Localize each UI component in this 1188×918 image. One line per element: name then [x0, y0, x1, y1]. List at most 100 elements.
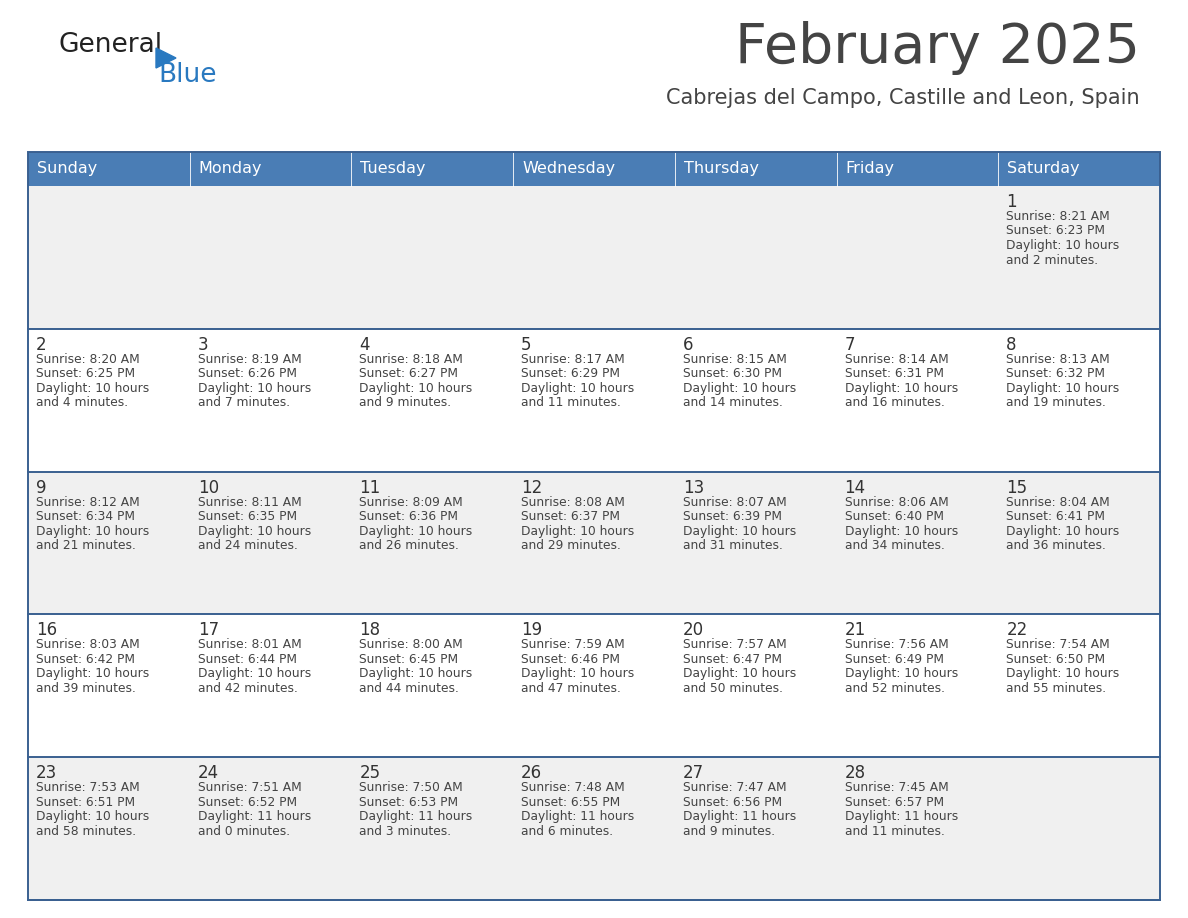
Text: Friday: Friday [846, 162, 895, 176]
Text: Sunrise: 8:08 AM: Sunrise: 8:08 AM [522, 496, 625, 509]
Text: and 24 minutes.: and 24 minutes. [197, 539, 297, 552]
Text: Daylight: 10 hours: Daylight: 10 hours [360, 524, 473, 538]
Text: Daylight: 11 hours: Daylight: 11 hours [360, 811, 473, 823]
Text: Sunrise: 8:12 AM: Sunrise: 8:12 AM [36, 496, 140, 509]
Text: Sunset: 6:27 PM: Sunset: 6:27 PM [360, 367, 459, 380]
Text: February 2025: February 2025 [735, 21, 1140, 75]
Text: 17: 17 [197, 621, 219, 640]
Text: and 0 minutes.: and 0 minutes. [197, 824, 290, 838]
Text: and 50 minutes.: and 50 minutes. [683, 682, 783, 695]
Text: 21: 21 [845, 621, 866, 640]
Bar [29, 757, 190, 900]
Text: Daylight: 10 hours: Daylight: 10 hours [522, 382, 634, 395]
Text: Daylight: 10 hours: Daylight: 10 hours [197, 382, 311, 395]
Bar [998, 329, 1159, 472]
Text: Daylight: 11 hours: Daylight: 11 hours [845, 811, 958, 823]
Text: Sunset: 6:45 PM: Sunset: 6:45 PM [360, 653, 459, 666]
Text: and 11 minutes.: and 11 minutes. [522, 397, 621, 409]
Text: Sunset: 6:34 PM: Sunset: 6:34 PM [36, 510, 135, 523]
Text: and 44 minutes.: and 44 minutes. [360, 682, 460, 695]
Text: Sunset: 6:36 PM: Sunset: 6:36 PM [360, 510, 459, 523]
Text: Sunrise: 7:51 AM: Sunrise: 7:51 AM [197, 781, 302, 794]
Text: and 19 minutes.: and 19 minutes. [1006, 397, 1106, 409]
Bar [836, 472, 998, 614]
Text: Sunrise: 8:07 AM: Sunrise: 8:07 AM [683, 496, 786, 509]
Text: Sunrise: 8:18 AM: Sunrise: 8:18 AM [360, 353, 463, 365]
Text: Daylight: 10 hours: Daylight: 10 hours [197, 524, 311, 538]
Bar [190, 152, 352, 186]
Text: 4: 4 [360, 336, 369, 353]
Bar [836, 614, 998, 757]
Text: Sunrise: 7:48 AM: Sunrise: 7:48 AM [522, 781, 625, 794]
Text: 1: 1 [1006, 193, 1017, 211]
Text: 20: 20 [683, 621, 704, 640]
Text: Tuesday: Tuesday [360, 162, 426, 176]
Text: Sunset: 6:32 PM: Sunset: 6:32 PM [1006, 367, 1105, 380]
Text: 18: 18 [360, 621, 380, 640]
Text: Sunrise: 7:50 AM: Sunrise: 7:50 AM [360, 781, 463, 794]
Text: Sunrise: 8:11 AM: Sunrise: 8:11 AM [197, 496, 302, 509]
Text: and 52 minutes.: and 52 minutes. [845, 682, 944, 695]
Text: Sunrise: 8:20 AM: Sunrise: 8:20 AM [36, 353, 140, 365]
Text: and 26 minutes.: and 26 minutes. [360, 539, 460, 552]
Bar [513, 757, 675, 900]
Text: 11: 11 [360, 478, 380, 497]
Text: 12: 12 [522, 478, 543, 497]
Bar [513, 152, 675, 186]
Text: Sunrise: 8:14 AM: Sunrise: 8:14 AM [845, 353, 948, 365]
Bar [513, 186, 675, 329]
Text: Daylight: 10 hours: Daylight: 10 hours [1006, 239, 1119, 252]
Bar [190, 757, 352, 900]
Text: Daylight: 10 hours: Daylight: 10 hours [360, 382, 473, 395]
Text: Sunset: 6:39 PM: Sunset: 6:39 PM [683, 510, 782, 523]
Text: Sunrise: 8:01 AM: Sunrise: 8:01 AM [197, 638, 302, 652]
Text: Daylight: 10 hours: Daylight: 10 hours [845, 524, 958, 538]
Text: and 14 minutes.: and 14 minutes. [683, 397, 783, 409]
Text: Sunset: 6:30 PM: Sunset: 6:30 PM [683, 367, 782, 380]
Text: 14: 14 [845, 478, 866, 497]
Bar [29, 472, 190, 614]
Text: Sunrise: 7:57 AM: Sunrise: 7:57 AM [683, 638, 786, 652]
Bar [190, 614, 352, 757]
Text: Daylight: 10 hours: Daylight: 10 hours [197, 667, 311, 680]
Text: 28: 28 [845, 764, 866, 782]
Text: and 6 minutes.: and 6 minutes. [522, 824, 613, 838]
Text: General: General [58, 32, 162, 58]
Text: Sunrise: 7:56 AM: Sunrise: 7:56 AM [845, 638, 948, 652]
Text: Daylight: 11 hours: Daylight: 11 hours [522, 811, 634, 823]
Bar [190, 186, 352, 329]
Bar [513, 614, 675, 757]
Bar [513, 329, 675, 472]
Text: Sunrise: 8:03 AM: Sunrise: 8:03 AM [36, 638, 140, 652]
Text: Sunset: 6:44 PM: Sunset: 6:44 PM [197, 653, 297, 666]
Text: Sunset: 6:37 PM: Sunset: 6:37 PM [522, 510, 620, 523]
Bar [836, 152, 998, 186]
Text: Sunset: 6:56 PM: Sunset: 6:56 PM [683, 796, 782, 809]
Text: and 39 minutes.: and 39 minutes. [36, 682, 135, 695]
Text: 24: 24 [197, 764, 219, 782]
Bar [29, 152, 190, 186]
Text: Sunset: 6:40 PM: Sunset: 6:40 PM [845, 510, 943, 523]
Text: Daylight: 10 hours: Daylight: 10 hours [360, 667, 473, 680]
Bar [352, 329, 513, 472]
Text: Sunset: 6:53 PM: Sunset: 6:53 PM [360, 796, 459, 809]
Bar [675, 614, 836, 757]
Text: Daylight: 11 hours: Daylight: 11 hours [197, 811, 311, 823]
Text: 19: 19 [522, 621, 542, 640]
Bar [190, 472, 352, 614]
Bar [352, 614, 513, 757]
Text: Sunset: 6:51 PM: Sunset: 6:51 PM [36, 796, 135, 809]
Text: Daylight: 10 hours: Daylight: 10 hours [683, 524, 796, 538]
Text: Sunset: 6:47 PM: Sunset: 6:47 PM [683, 653, 782, 666]
Bar [675, 186, 836, 329]
Text: 22: 22 [1006, 621, 1028, 640]
Text: Sunset: 6:49 PM: Sunset: 6:49 PM [845, 653, 943, 666]
Text: 16: 16 [36, 621, 57, 640]
Text: Wednesday: Wednesday [523, 162, 615, 176]
Bar [29, 614, 190, 757]
Bar [352, 152, 513, 186]
Text: and 11 minutes.: and 11 minutes. [845, 824, 944, 838]
Text: Daylight: 10 hours: Daylight: 10 hours [1006, 667, 1119, 680]
Text: 25: 25 [360, 764, 380, 782]
Text: and 36 minutes.: and 36 minutes. [1006, 539, 1106, 552]
